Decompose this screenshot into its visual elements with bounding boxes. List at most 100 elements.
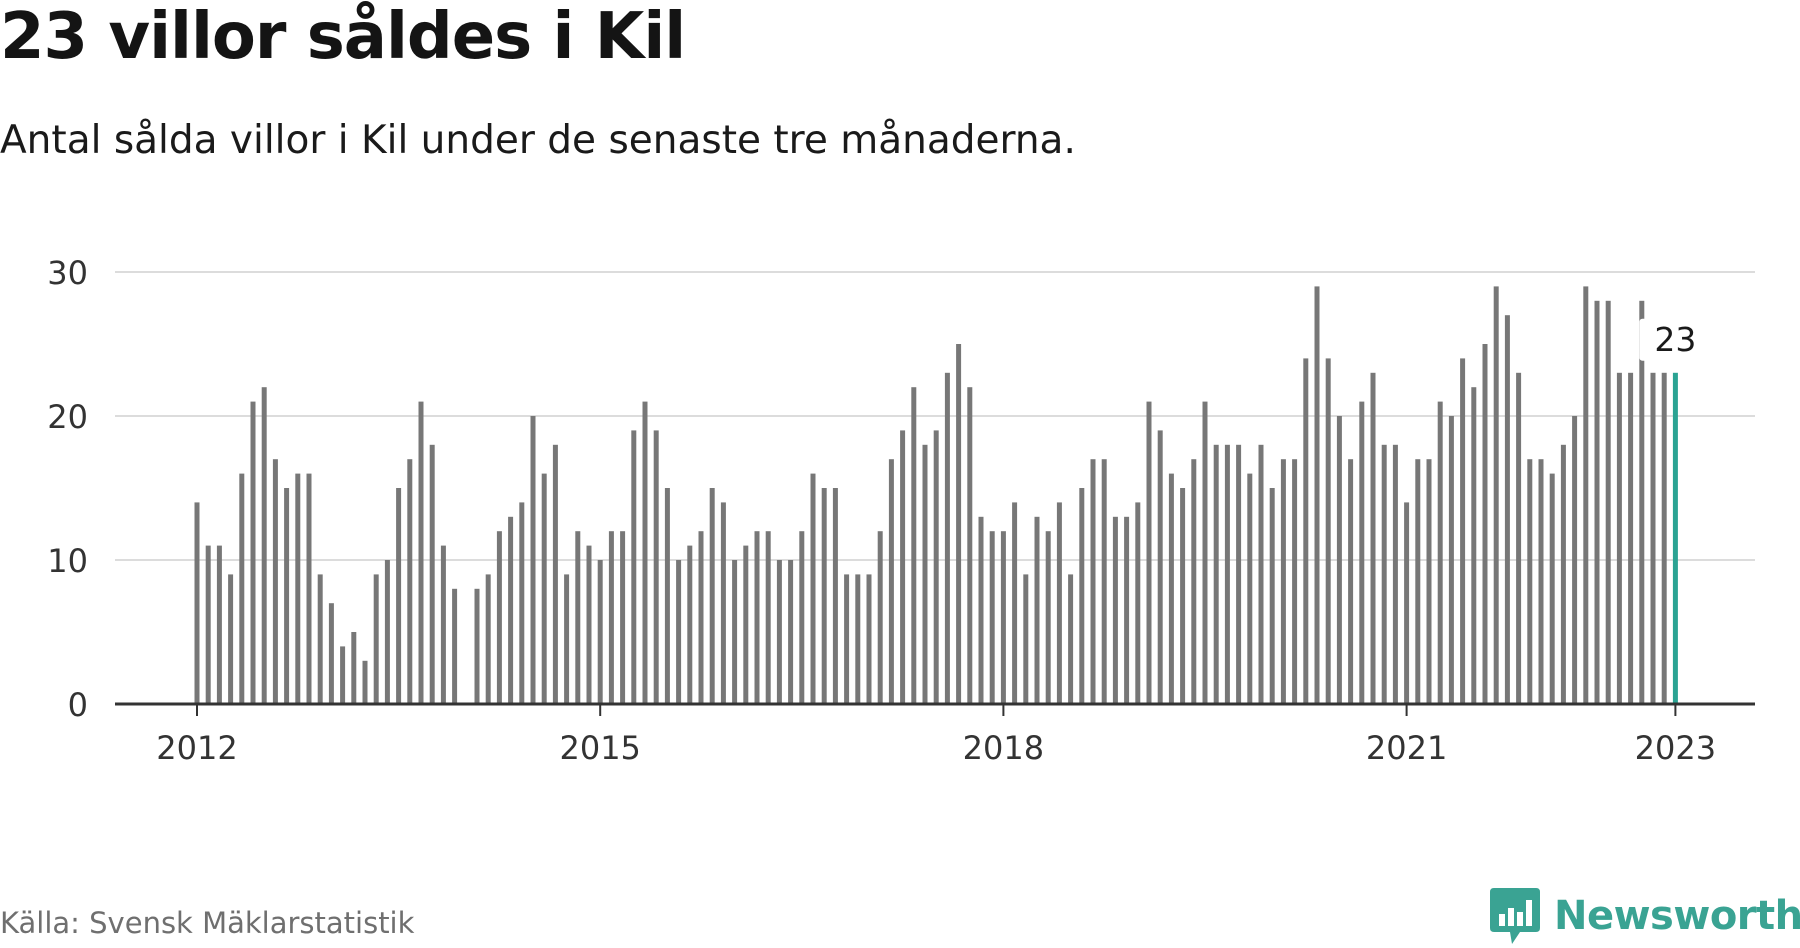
bar [1661,372,1667,704]
bar [1437,401,1443,704]
bar [1594,300,1600,704]
x-tick-label: 2018 [963,729,1044,767]
bar [1549,473,1555,704]
x-tick-label: 2023 [1635,729,1716,767]
bar [1650,372,1656,704]
bar [1224,444,1230,704]
bar [452,588,458,704]
bar [1381,444,1387,704]
bar [586,545,592,704]
bar [541,473,547,704]
bar [1370,372,1376,704]
bar [1583,286,1589,704]
bar [1292,459,1298,704]
bar [877,531,883,704]
bar [1269,488,1275,704]
bar [1482,344,1488,704]
bar [384,560,390,704]
bar [1628,372,1634,704]
bar [1426,459,1432,704]
bar [608,531,614,704]
bar [1135,502,1141,704]
bar [564,574,570,704]
bar [866,574,872,704]
bar [1280,459,1286,704]
bar [967,387,973,704]
bar [1303,358,1309,704]
bar [250,401,256,704]
bar [1124,516,1130,704]
bar [508,516,514,704]
bar [328,603,334,704]
bar [239,473,245,704]
bar [911,387,917,704]
bar [844,574,850,704]
bar [776,560,782,704]
y-tick-label: 10 [47,542,88,580]
bar [1448,416,1454,704]
bar [788,560,794,704]
bar [474,588,480,704]
bar [205,545,211,704]
bar [1112,516,1118,704]
bar [922,444,928,704]
bar [1639,300,1645,704]
bar [1236,444,1242,704]
bar [1191,459,1197,704]
bar [810,473,816,704]
bar [597,560,603,704]
bar [373,574,379,704]
bar [1504,315,1510,704]
bar [575,531,581,704]
bar [429,444,435,704]
bar [1157,430,1163,704]
bar [1180,488,1186,704]
bar [1090,459,1096,704]
bar [1045,531,1051,704]
bar [687,545,693,704]
bar [306,473,312,704]
bar [418,401,424,704]
bar [284,488,290,704]
bar [642,401,648,704]
y-tick-label: 0 [68,686,88,724]
bar [228,574,234,704]
y-tick-label: 30 [47,254,88,292]
bar [1247,473,1253,704]
x-tick-label: 2021 [1366,729,1447,767]
bar [653,430,659,704]
bar [1527,459,1533,704]
bar [485,574,491,704]
bar [743,545,749,704]
bar [888,459,894,704]
bar [1572,416,1578,704]
brand-name: Newsworthy [1554,893,1800,939]
brand-logo: Newsworthy [1490,886,1800,946]
page-subtitle: Antal sålda villor i Kil under de senast… [0,118,1076,163]
x-tick-label: 2012 [156,729,237,767]
bar [821,488,827,704]
bar [1516,372,1522,704]
bar [317,574,323,704]
bar [698,531,704,704]
bar [989,531,995,704]
bar [496,531,502,704]
bar [631,430,637,704]
bar [1023,574,1029,704]
bar [261,387,267,704]
bar [519,502,525,704]
bar [1348,459,1354,704]
bar [1056,502,1062,704]
highlight-label-bg [1639,318,1714,361]
bar [1000,531,1006,704]
y-tick-label: 20 [47,398,88,436]
bar [1325,358,1331,704]
bar [1392,444,1398,704]
bar [620,531,626,704]
bar [272,459,278,704]
bar [1359,401,1365,704]
bar [1012,502,1018,704]
bar [765,531,771,704]
bar [295,473,301,704]
bar [216,545,222,704]
